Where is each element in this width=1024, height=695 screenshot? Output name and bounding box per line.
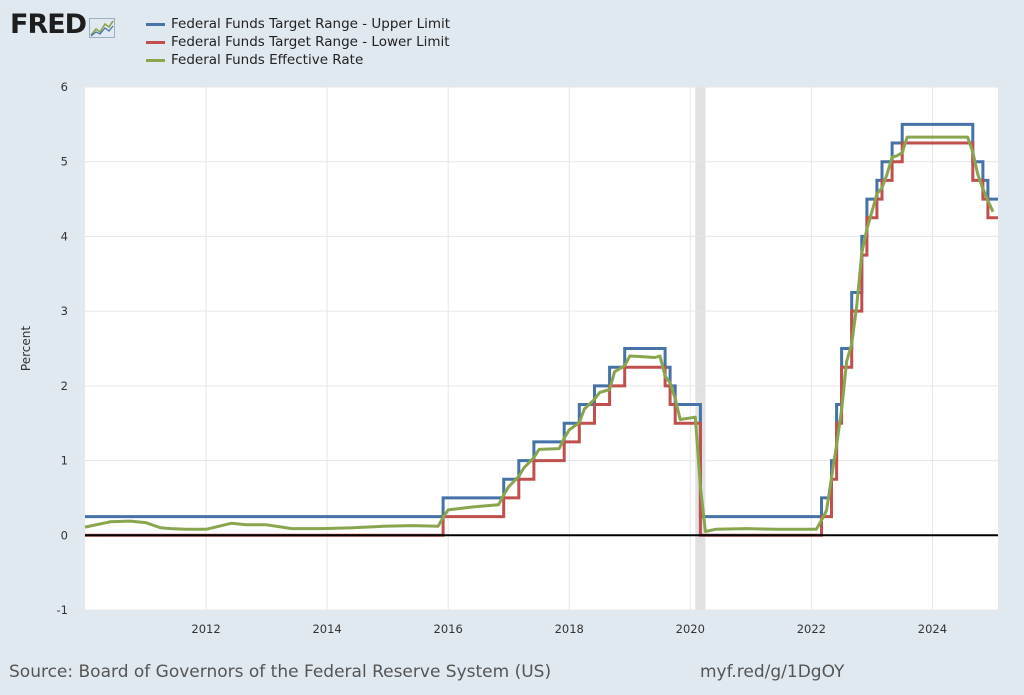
y-tick-label: 5 — [61, 155, 68, 169]
fed-funds-chart: -1 0 1 2 3 4 5 6 2012 2014 2016 2018 2020 2022 2024 Per… — [19, 80, 998, 636]
plot-area — [85, 87, 998, 610]
recession-band — [695, 87, 706, 610]
y-tick-label: 6 — [61, 80, 68, 94]
x-tick-label: 2020 — [676, 622, 705, 636]
chart-legend: Federal Funds Target Range - Upper Limit… — [146, 15, 450, 69]
legend-label-upper: Federal Funds Target Range - Upper Limit — [171, 16, 451, 32]
x-tick-label: 2016 — [434, 622, 463, 636]
legend-swatch-upper — [146, 22, 165, 26]
y-axis-label: Percent — [19, 326, 33, 371]
y-tick-label: 1 — [61, 454, 68, 468]
short-url[interactable]: myf.red/g/1DgOY — [700, 662, 845, 682]
y-tick-label: 3 — [61, 304, 68, 318]
fred-logo: FRED — [10, 9, 116, 40]
x-tick-label: 2018 — [555, 622, 584, 636]
y-tick-label: 4 — [61, 229, 68, 243]
fred-logo-text: FRED — [10, 9, 87, 40]
legend-item-upper[interactable]: Federal Funds Target Range - Upper Limit — [146, 15, 450, 33]
x-tick-label: 2022 — [797, 622, 826, 636]
source-note: Source: Board of Governors of the Federa… — [9, 662, 552, 682]
x-tick-label: 2012 — [191, 622, 220, 636]
y-tick-label: 0 — [61, 528, 68, 542]
y-tick-label: 2 — [61, 379, 68, 393]
legend-swatch-effective — [146, 58, 165, 62]
y-tick-label: -1 — [57, 603, 68, 617]
series-line-effective-rate — [84, 135, 995, 533]
fred-graph-icon — [89, 18, 116, 38]
legend-label-lower: Federal Funds Target Range - Lower Limit — [171, 34, 450, 50]
legend-item-lower[interactable]: Federal Funds Target Range - Lower Limit — [146, 33, 450, 51]
legend-item-effective[interactable]: Federal Funds Effective Rate — [146, 51, 450, 69]
x-tick-label: 2024 — [918, 622, 947, 636]
x-tick-label: 2014 — [312, 622, 341, 636]
legend-swatch-lower — [146, 40, 165, 44]
legend-label-effective: Federal Funds Effective Rate — [171, 52, 364, 68]
